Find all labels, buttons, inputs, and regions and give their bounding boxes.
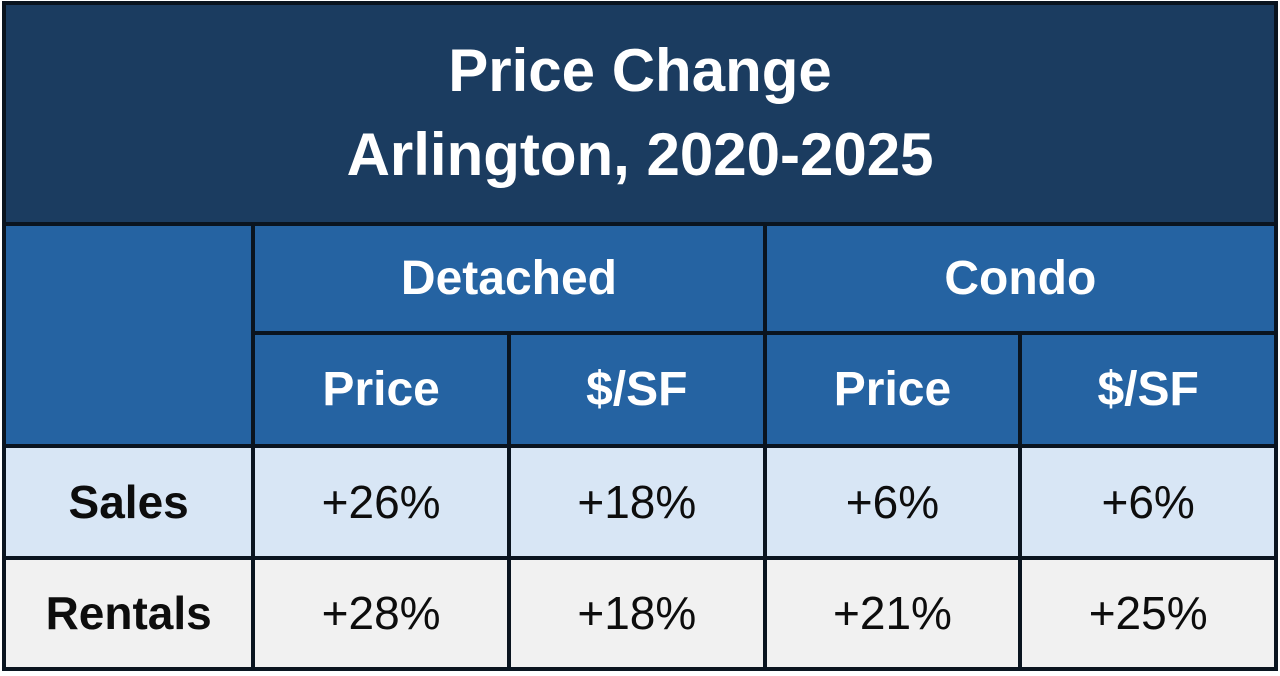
table-row-rentals: Rentals +28% +18% +21% +25% [1, 555, 1278, 672]
row-label-sales: Sales [1, 444, 256, 560]
subheader-condo-psf: $/SF [1018, 330, 1278, 449]
subheader-row: Price $/SF Price $/SF [4, 330, 1278, 449]
subheader-detached-price: Price [251, 330, 511, 449]
title-row: Price Change Arlington, 2020-2025 [2, 1, 1278, 226]
title-line-1: Price Change [448, 37, 832, 105]
data-cell-sales-detached-psf: +18% [506, 444, 767, 560]
table-title: Price Change Arlington, 2020-2025 [2, 1, 1278, 226]
row-label-rentals: Rentals [1, 555, 256, 672]
column-group-header-row: Detached Condo [1, 221, 1279, 449]
table-row-sales: Sales +26% +18% +6% +6% [1, 444, 1278, 560]
data-cell-sales-condo-psf: +6% [1018, 444, 1278, 560]
title-line-2: Arlington, 2020-2025 [346, 121, 934, 189]
data-cell-sales-condo-price: +6% [762, 444, 1023, 560]
column-group-detached: Detached [251, 221, 767, 335]
subheader-condo-price: Price [762, 330, 1023, 449]
data-cell-rentals-condo-price: +21% [762, 555, 1023, 672]
data-cell-rentals-detached-psf: +18% [506, 555, 767, 672]
subheader-detached-psf: $/SF [506, 330, 767, 449]
corner-empty-cell [1, 221, 256, 449]
data-cell-rentals-detached-price: +28% [251, 555, 511, 672]
column-group-condo: Condo [762, 221, 1279, 335]
data-cell-sales-detached-price: +26% [251, 444, 511, 560]
data-cell-rentals-condo-psf: +25% [1018, 555, 1278, 672]
